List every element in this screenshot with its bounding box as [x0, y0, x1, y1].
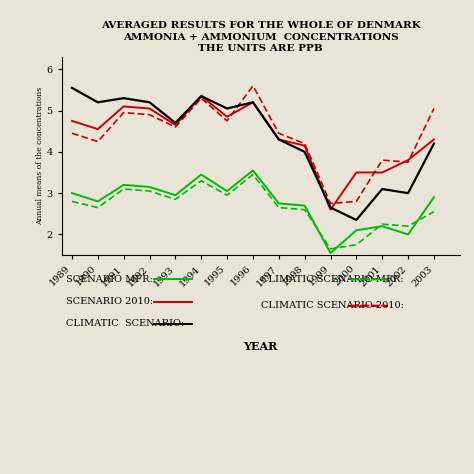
Text: CLIMATIC  SCENARIO:: CLIMATIC SCENARIO:	[65, 319, 184, 328]
Title: AVERAGED RESULTS FOR THE WHOLE OF DENMARK
AMMONIA + AMMONIUM  CONCENTRATIONS
THE: AVERAGED RESULTS FOR THE WHOLE OF DENMAR…	[101, 21, 420, 53]
Text: SCENARIO MFR:: SCENARIO MFR:	[65, 275, 152, 284]
Text: CLIMATIC SCENARIO MFR:: CLIMATIC SCENARIO MFR:	[261, 275, 403, 284]
X-axis label: YEAR: YEAR	[244, 341, 278, 352]
Y-axis label: Annual means of the concentrations: Annual means of the concentrations	[36, 87, 44, 225]
Text: SCENARIO 2010:: SCENARIO 2010:	[65, 297, 153, 306]
Text: CLIMATIC SCENARIO 2010:: CLIMATIC SCENARIO 2010:	[261, 301, 403, 310]
